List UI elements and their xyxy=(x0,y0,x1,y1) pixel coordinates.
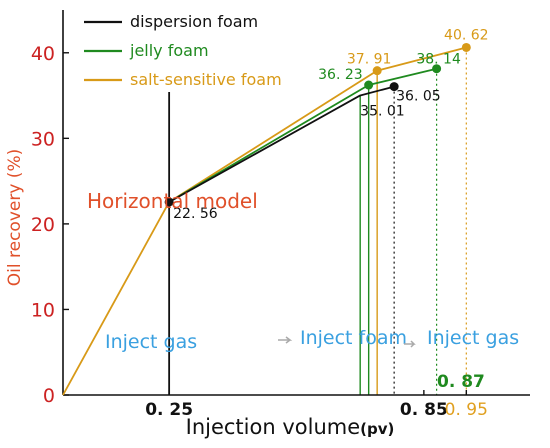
salt-sensitive-foam-line xyxy=(62,46,467,396)
y-tick-label: 10 xyxy=(31,299,55,321)
x-axis-title-text: Injection volume xyxy=(186,415,361,439)
y-tick-label: 0 xyxy=(43,385,55,407)
legend-entry-label: dispersion foam xyxy=(130,12,258,31)
y-tick-label: 30 xyxy=(31,128,55,150)
x-tick-label: 0. 85 xyxy=(400,400,448,420)
data-point-label: 40. 62 xyxy=(444,27,489,43)
junction-point-marker xyxy=(164,197,174,207)
series-markers xyxy=(164,42,471,207)
legend-entry-label: salt-sensitive foam xyxy=(130,70,282,89)
data-point-marker xyxy=(364,80,374,90)
x-axis-unit: (pv) xyxy=(360,420,394,438)
legend: dispersion foam jelly foam salt-sensitive … xyxy=(73,8,298,92)
extra-tick-label-087: 0. 87 xyxy=(437,372,485,392)
data-point-label: 35. 01 xyxy=(360,103,405,119)
y-axis-title: Oil recovery (%) xyxy=(5,149,25,286)
dispersion-foam-line xyxy=(168,85,395,203)
annotations: Horizontal model Inject gas Inject foam Inj… xyxy=(87,189,519,392)
legend-entry-label: jelly foam xyxy=(129,41,209,60)
axes: 0 10 20 30 40 0. 25 0. 850. 95 Injection volume… xyxy=(5,10,530,439)
data-point-label: 36. 23 xyxy=(318,67,363,83)
inject-gas-stage-label: Inject gas xyxy=(105,331,197,353)
x-axis-title: Injection volume(pv) xyxy=(186,415,395,439)
stage-arrow-icon xyxy=(278,336,293,344)
stage-arrow-icon xyxy=(404,340,416,348)
inject-gas-stage-label: Inject gas xyxy=(427,327,519,349)
data-point-label: 37. 91 xyxy=(347,52,392,68)
data-point-label: 36. 05 xyxy=(396,89,441,105)
x-tick-label: 0. 25 xyxy=(145,400,193,420)
y-tick-label: 20 xyxy=(31,214,55,236)
horizontal-model-label: Horizontal model xyxy=(87,189,258,213)
data-point-marker xyxy=(432,64,442,74)
y-tick-label: 40 xyxy=(31,43,55,65)
data-point-label: 22. 56 xyxy=(173,206,218,222)
data-point-label: 38. 14 xyxy=(416,52,461,68)
data-point-marker xyxy=(389,82,399,92)
data-point-marker xyxy=(461,42,471,52)
inject-foam-stage-label: Inject foam xyxy=(300,327,407,349)
x-tick-label: 0. 95 xyxy=(445,400,488,420)
data-point-marker xyxy=(372,66,382,76)
